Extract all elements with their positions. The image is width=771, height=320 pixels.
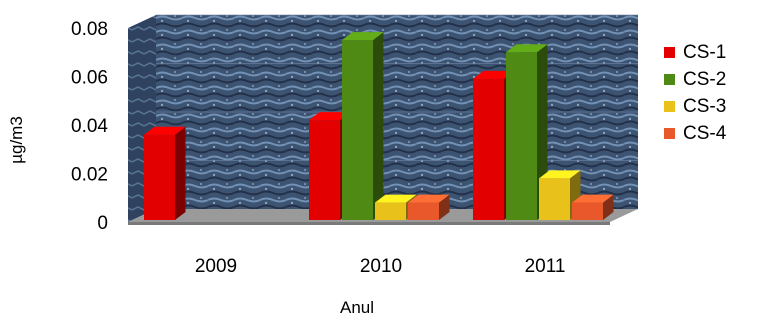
bar-front [506,52,537,220]
legend-label: CS-2 [683,69,726,90]
x-tick-label: 2010 [360,256,402,277]
bar-top [309,112,351,121]
x-axis-ticks: 2009 2010 2011 [195,256,566,277]
bar-front [309,120,340,220]
bar-top [506,44,548,53]
x-tick-label: 2011 [525,256,566,277]
bar-top [408,194,450,203]
bar [144,126,186,220]
bar-front [375,202,406,220]
x-tick-label: 2009 [195,256,237,277]
bars [144,32,614,220]
gridlines [156,14,638,161]
bar [572,194,614,220]
y-tick-label: 0.04 [71,116,108,137]
bar-top [572,194,614,203]
bar-top [342,32,384,41]
legend-label: CS-3 [683,96,726,117]
bar [342,32,384,220]
bar-front [572,202,603,220]
bar-side [373,32,384,220]
bar-front [144,134,175,220]
bar-top [539,170,581,179]
legend-label: CS-1 [683,42,726,63]
y-tick-label: 0.06 [71,68,108,89]
bar [506,44,548,220]
bar-front [539,178,570,220]
legend: CS-1 CS-2 CS-3 CS-4 [664,42,727,144]
bar-front [342,40,373,220]
bar [408,194,450,220]
y-axis-title: µg/m3 [7,116,26,164]
legend-label: CS-4 [683,123,727,144]
bar-front [473,78,504,220]
legend-swatch [664,74,675,85]
bar-top [144,126,186,135]
y-tick-label: 0 [97,213,108,234]
bar-front [408,202,439,220]
legend-swatch [664,128,675,139]
bar-side [175,126,186,220]
bar-top [375,194,417,203]
x-axis-title: Anul [340,298,374,317]
bar-side [439,194,450,220]
y-tick-label: 0.08 [71,19,108,40]
chart-floor-edge [128,222,610,225]
y-tick-label: 0.02 [71,165,108,186]
legend-swatch [664,101,675,112]
legend-swatch [664,47,675,58]
bar-side [603,194,614,220]
y-axis-ticks: 0 0.02 0.04 0.06 0.08 [71,19,108,234]
bar-top [473,70,515,79]
